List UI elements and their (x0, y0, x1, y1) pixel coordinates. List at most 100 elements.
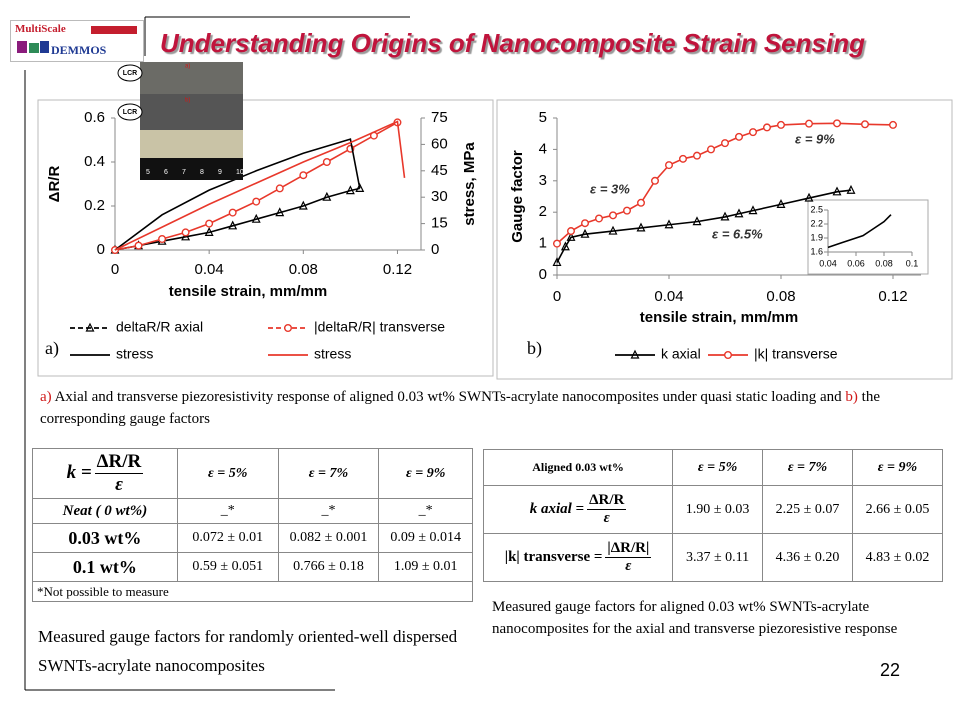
ruler-label: 5 (146, 169, 150, 176)
x-axis-title: tensile strain, mm/mm (640, 309, 798, 326)
marker (552, 257, 562, 267)
series-line (114, 138, 361, 251)
marker (181, 231, 191, 241)
logo: MultiScale DEMMOS (10, 20, 144, 62)
series-line (556, 189, 852, 263)
table-cell: k axial = ΔR/R ε (482, 485, 674, 534)
table-caption: Measured gauge factors for aligned 0.03 … (492, 599, 898, 637)
legend-label: |k| transverse (754, 346, 838, 362)
table-cell: 0.03 wt% (32, 523, 178, 553)
legend-label: stress (314, 346, 351, 362)
table-cell: 1.09 ± 0.01 (378, 552, 473, 582)
marker (679, 154, 688, 163)
table-row: *Not possible to measure (32, 581, 473, 602)
caption-part: b) (845, 389, 858, 405)
table-cell: Aligned 0.03 wt% (482, 449, 674, 486)
marker (721, 139, 730, 148)
table-row: |k| transverse = |ΔR/R| ε 3.37 ± 0.11 4.36… (482, 533, 943, 582)
panel-frame (496, 99, 953, 380)
photo-label: b) (185, 98, 190, 104)
x-tick-label: 0 (553, 288, 561, 305)
marker (580, 228, 590, 238)
marker (664, 219, 674, 229)
numerator: ΔR/R (94, 451, 144, 474)
numerator: ΔR/R (587, 492, 627, 510)
ruler-label: 9 (218, 169, 222, 176)
y2-tick-label: 15 (431, 215, 448, 232)
marker (252, 197, 261, 206)
table-row: 0.03 wt% 0.072 ± 0.01 0.082 ± 0.001 0.09… (32, 523, 473, 553)
marker (734, 208, 744, 218)
y-tick-label: 2.5 (810, 204, 823, 214)
table-cell: _* (176, 498, 279, 524)
marker (299, 171, 308, 180)
marker (609, 211, 618, 220)
legend-label: k axial (661, 346, 701, 362)
table-cell: _* (277, 498, 380, 524)
page-number: 22 (880, 660, 901, 680)
marker (608, 225, 618, 235)
fraction: |ΔR/R| ε (605, 540, 652, 575)
series-line (114, 187, 360, 251)
marker (637, 198, 646, 207)
marker (724, 351, 733, 360)
y-tick-label: 0.4 (84, 153, 105, 170)
table-cell: 0.1 wt% (32, 552, 178, 582)
table-cell: 0.766 ± 0.18 (277, 552, 380, 582)
caption-part: Axial and transverse piezoresistivity re… (51, 389, 846, 405)
marker (355, 183, 365, 192)
marker (776, 199, 786, 208)
table-cell: 0.09 ± 0.014 (378, 523, 473, 553)
y-tick-label: 2 (539, 203, 547, 220)
ruler-label: 8 (200, 169, 204, 176)
y-tick-label: 5 (539, 109, 547, 126)
logo-cube (29, 43, 39, 53)
marker (889, 120, 898, 129)
marker (636, 222, 646, 232)
y-tick-label: 2.2 (810, 218, 823, 228)
marker (284, 324, 293, 333)
x-tick-label: 0.06 (847, 258, 865, 268)
x-tick-label: 0.08 (766, 288, 795, 305)
marker (749, 128, 758, 137)
table-cell: ε = 7% (762, 449, 853, 486)
logo-bar (91, 26, 137, 34)
marker (846, 184, 856, 194)
numerator: |ΔR/R| (605, 540, 652, 558)
table-aligned: Aligned 0.03 wt% ε = 5% ε = 7% ε = 9% k … (482, 449, 943, 582)
marker (275, 184, 284, 193)
marker (861, 120, 870, 129)
series-line (827, 214, 892, 249)
table-row: Aligned 0.03 wt% ε = 5% ε = 7% ε = 9% (482, 449, 943, 486)
table-cell: _* (378, 498, 473, 524)
y2-tick-label: 0 (431, 241, 439, 258)
y-tick-label: 4 (539, 140, 547, 157)
specimen-photo: LCR a) LCR b) 5 6 7 8 9 10 (117, 62, 244, 180)
denominator: ε (115, 474, 123, 495)
x-tick-label: 0.08 (875, 258, 893, 268)
y2-tick-label: 75 (431, 109, 448, 126)
y-tick-label: 1.6 (810, 246, 823, 256)
marker (665, 161, 674, 170)
annotation: ε = 3% (590, 181, 630, 196)
x-tick-label: 0.1 (906, 258, 919, 268)
series-line (114, 120, 406, 251)
marker (228, 220, 238, 230)
marker (748, 205, 758, 215)
table-cell: ε = 9% (378, 448, 473, 499)
marker (692, 216, 702, 226)
table-row: Neat ( 0 wt%) _* _* _* (32, 498, 473, 524)
table-cell: 0.082 ± 0.001 (277, 523, 380, 553)
marker (630, 349, 640, 359)
marker (158, 234, 167, 243)
y-tick-label: 3 (539, 172, 547, 189)
x-axis-title: tensile strain, mm/mm (169, 283, 327, 300)
photo-band (140, 62, 243, 94)
marker (205, 219, 214, 228)
ruler-label: 7 (182, 169, 186, 176)
panel-label: b) (527, 338, 542, 359)
marker (720, 211, 730, 221)
slide-title: Understanding Origins of Nanocomposite S… (160, 28, 865, 58)
caption-part: a) (40, 389, 52, 405)
